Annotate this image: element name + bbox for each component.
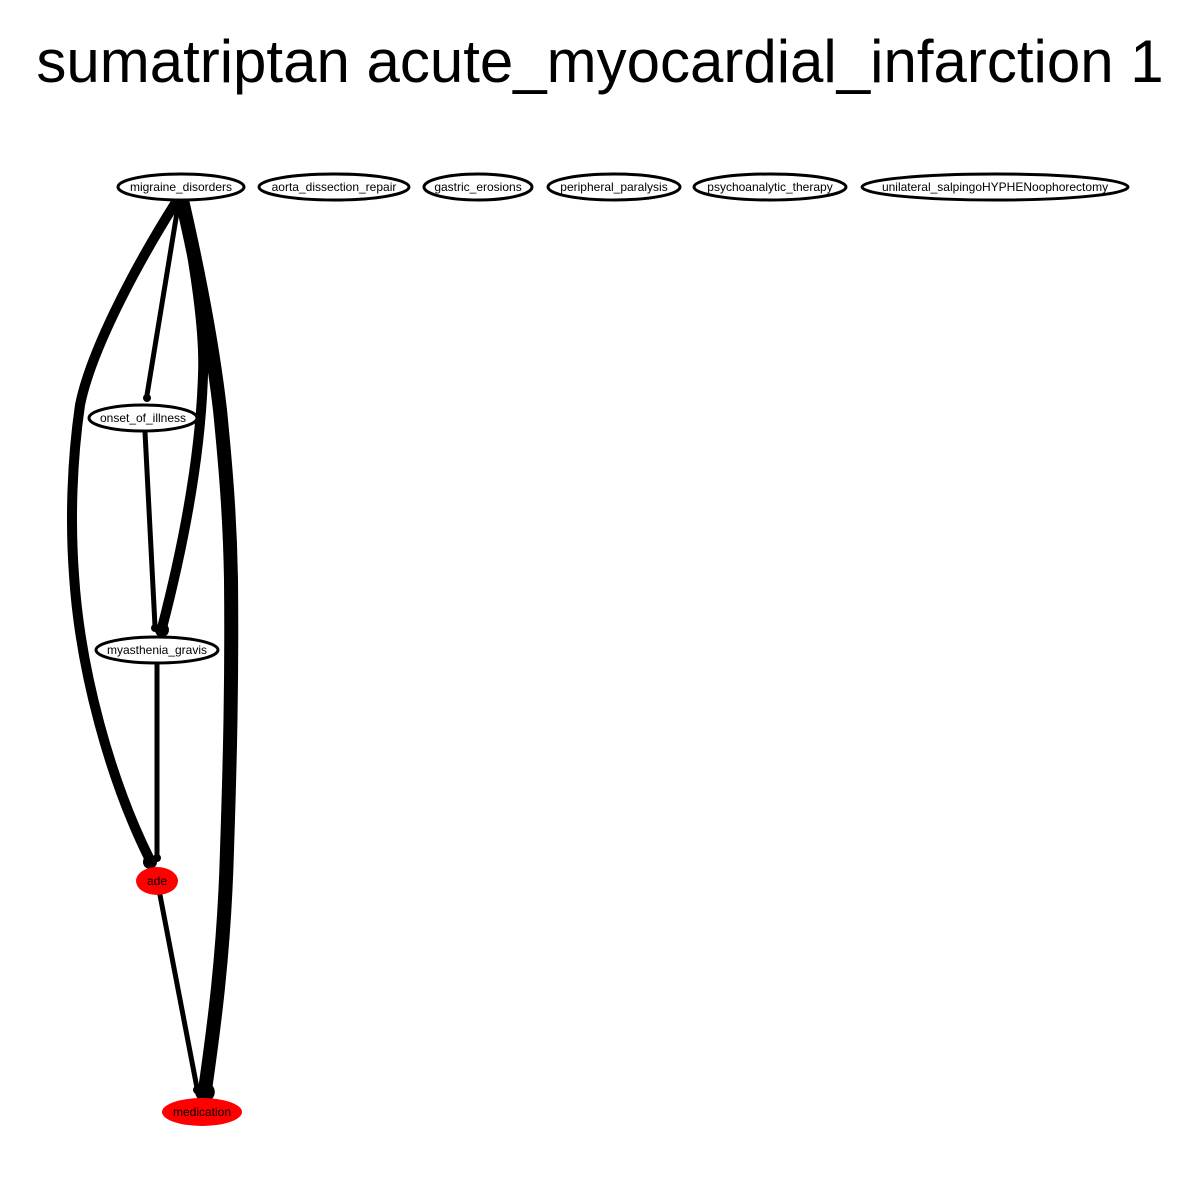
node-shape xyxy=(692,172,848,202)
node-label: ade xyxy=(147,874,167,888)
edge-arrowhead xyxy=(193,1086,201,1094)
node-myasthenia-gravis: myasthenia_gravis xyxy=(94,635,220,665)
edge-ade-to-medication xyxy=(157,892,201,1094)
edge-arrowhead xyxy=(195,1082,215,1102)
node-label: gastric_erosions xyxy=(434,180,521,194)
edge-arrowhead xyxy=(153,854,161,862)
node-gastric-erosions: gastric_erosions xyxy=(422,172,534,202)
node-migraine-disorders: migraine_disorders xyxy=(116,172,246,202)
node-label: onset_of_illness xyxy=(100,411,186,425)
node-label: myasthenia_gravis xyxy=(107,643,207,657)
node-medication: medication xyxy=(162,1098,242,1126)
node-label: psychoanalytic_therapy xyxy=(707,180,832,194)
edge-line xyxy=(175,193,239,1097)
page-title: sumatriptan acute_myocardial_infarction … xyxy=(36,28,1164,95)
edge-arrowhead xyxy=(143,394,151,402)
nodes-layer: migraine_disorders aorta_dissection_repai… xyxy=(87,172,1130,1126)
node-label: aorta_dissection_repair xyxy=(272,180,397,194)
edges-layer xyxy=(67,193,239,1102)
edge-onset_of_illness-to-myasthenia-gravis xyxy=(142,429,159,632)
edge-line xyxy=(67,197,181,865)
node-shape xyxy=(422,172,534,202)
node-shape xyxy=(136,867,178,895)
edge-myasthenia_gravis-to-ade xyxy=(153,660,161,862)
node-psychoanalytic-therapy: psychoanalytic_therapy xyxy=(692,172,848,202)
node-unilateral-salpingo: unilateral_salpingoHYPHENoophorectomy xyxy=(860,172,1130,202)
edge-line xyxy=(157,892,200,1091)
node-peripheral-paralysis: peripheral_paralysis xyxy=(546,172,682,202)
edge-line xyxy=(144,197,182,398)
edge-arrowhead xyxy=(151,624,159,632)
node-label: peripheral_paralysis xyxy=(560,180,667,194)
node-shape xyxy=(94,635,220,665)
node-shape xyxy=(546,172,682,202)
edge-migraine_disorders-to-medication xyxy=(175,193,239,1102)
node-label: migraine_disorders xyxy=(130,180,232,194)
node-shape xyxy=(87,403,199,433)
node-aorta-dissection-repair: aorta_dissection_repair xyxy=(257,172,411,202)
node-label: medication xyxy=(173,1105,231,1119)
node-shape xyxy=(257,172,411,202)
node-onset-of-illness: onset_of_illness xyxy=(87,403,199,433)
node-shape xyxy=(116,172,246,202)
edge-migraine_disorders-to-onset-of-illness xyxy=(143,197,182,402)
edge-line xyxy=(142,429,158,629)
node-ade: ade xyxy=(136,867,178,895)
node-shape xyxy=(162,1098,242,1126)
node-shape xyxy=(860,172,1130,202)
node-label: unilateral_salpingoHYPHENoophorectomy xyxy=(882,180,1108,194)
